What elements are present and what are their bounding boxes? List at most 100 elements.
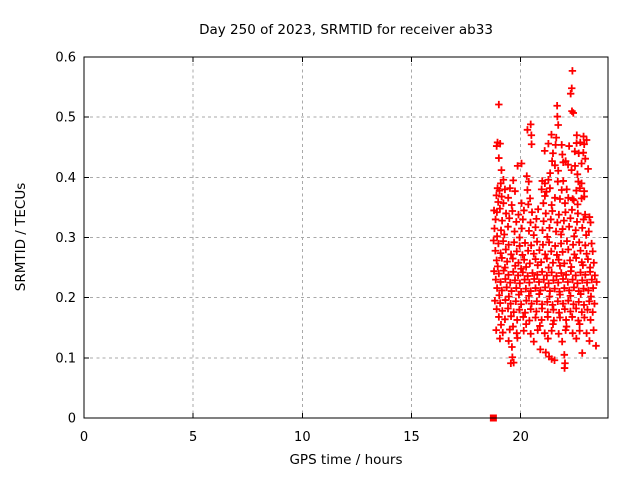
data-point [573,131,581,139]
y-tick-label: 0.6 [55,51,76,66]
data-point [531,284,540,292]
data-point [501,296,510,304]
data-point [558,150,567,159]
data-point [565,222,573,231]
data-point [560,351,569,359]
data-point [524,247,532,255]
data-point [566,90,575,98]
data-point [526,194,534,203]
data-point [583,278,591,287]
data-point [492,191,501,200]
data-point [508,343,516,351]
data-point [527,131,536,139]
data-point [515,306,524,314]
data-point [583,306,592,314]
data-point [530,250,538,258]
data-point [585,213,594,221]
data-point [573,279,582,287]
data-point [589,326,598,334]
data-point [545,238,553,247]
data-point [539,217,548,225]
data-point [491,247,500,255]
data-point [590,299,599,308]
data-point [578,308,586,316]
chart-title: Day 250 of 2023, SRMTID for receiver ab3… [199,22,493,38]
data-point [495,186,504,195]
x-tick-label: 10 [294,430,311,445]
data-point [581,210,589,219]
data-point [586,218,595,227]
data-point [587,239,596,248]
data-point [492,256,501,265]
data-point [568,195,577,203]
data-point [495,291,503,299]
plot-border [83,56,609,419]
data-point [498,286,506,295]
data-point [492,275,500,284]
data-point [554,256,563,264]
data-point [520,327,528,335]
data-point [579,148,588,157]
data-point [500,230,508,239]
data-point [528,208,536,216]
x-tick-label: 5 [189,430,197,445]
data-point [501,315,509,324]
data-point [512,218,520,226]
data-point [496,299,504,307]
data-point [543,298,552,306]
data-point [496,278,505,286]
data-point [573,170,582,179]
data-point [490,267,498,275]
data-point [553,218,562,227]
data-point [525,292,533,300]
data-point [544,176,553,184]
data-point [522,284,530,293]
data-point [511,262,519,270]
data-point [497,192,506,201]
data-point [551,161,559,169]
data-point [496,249,505,257]
data-point [559,275,567,283]
data-point [567,166,576,174]
data-point [525,227,533,235]
data-point [527,330,535,338]
data-point [527,305,535,313]
data-point [562,316,570,324]
data-point [586,316,595,324]
data-point [575,238,583,247]
data-point [539,241,547,249]
data-point [518,251,527,259]
data-point [558,337,566,346]
data-point [501,275,510,283]
data-point [531,313,540,322]
data-point [555,210,563,219]
data-point [537,316,546,324]
data-point [494,198,502,206]
data-point [522,263,530,271]
data-point [515,242,524,250]
data-point [504,194,512,202]
data-point [552,227,560,236]
data-point [549,320,557,328]
data-point [531,223,540,231]
data-point [567,267,575,275]
data-point [581,241,589,250]
data-point [560,216,568,225]
data-point [509,176,517,185]
data-point [573,218,581,226]
data-point [564,160,572,169]
data-point [520,256,528,264]
data-point [568,67,577,75]
data-point [549,149,557,157]
data-point [578,224,586,232]
data-point [562,271,570,279]
data-point [549,259,557,267]
data-point [498,307,507,315]
data-point [554,330,563,338]
data-point [548,207,557,215]
data-point [527,140,536,148]
data-point [584,255,592,263]
data-point [568,206,576,214]
x-tick-label: 15 [403,430,420,445]
data-point [582,136,591,144]
